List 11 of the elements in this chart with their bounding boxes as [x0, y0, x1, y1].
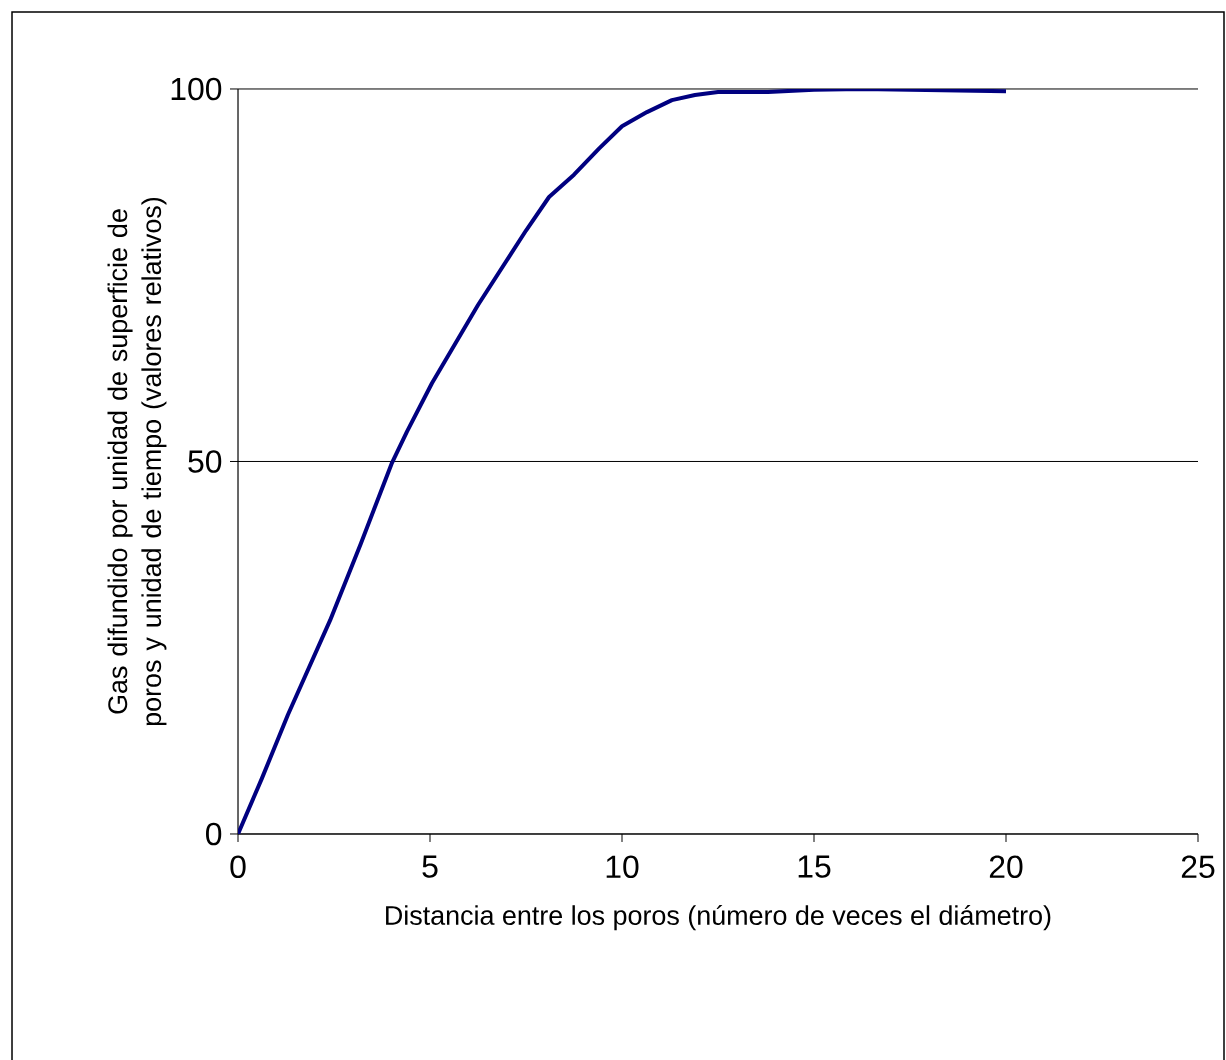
y-tick-label: 0 [206, 822, 222, 846]
x-axis-title: Distancia entre los poros (número de veces el diámetro) [386, 904, 1051, 931]
x-tick-label: 0 [230, 855, 246, 879]
y-tick-label: 50 [188, 450, 222, 473]
x-tick-label: 25 [1181, 855, 1215, 879]
x-tick-label: 15 [798, 855, 831, 878]
y-axis-title: Gas difundido por unidad de superficie de poros y unidad de tiempo (valores relativos) [107, 197, 167, 726]
x-tick-label: 5 [422, 855, 438, 878]
x-tick-label: 10 [606, 855, 639, 879]
y-tick-label: 100 [171, 77, 222, 101]
x-tick-label: 20 [989, 855, 1023, 879]
